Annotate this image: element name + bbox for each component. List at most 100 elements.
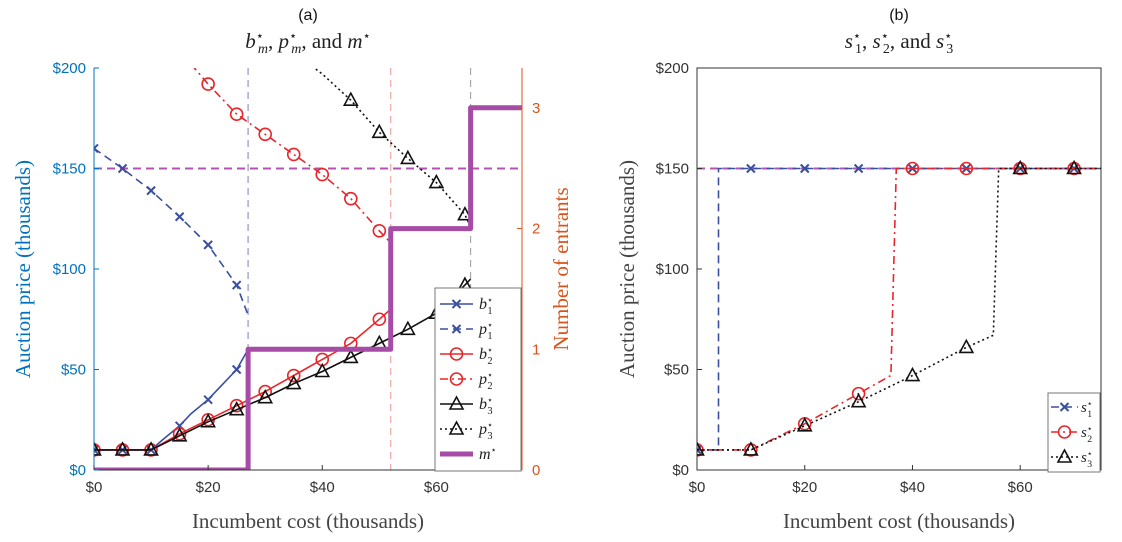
legend-label-b3: b⋆ 3: [479, 395, 493, 417]
marker-b1: [203, 394, 213, 405]
marker-b2: [286, 368, 301, 383]
legend-marker-p3: [448, 420, 465, 435]
y-tick-label-b: $150: [656, 161, 689, 178]
marker-s2: [851, 386, 866, 401]
y-tick-label-b: $200: [656, 60, 689, 77]
marker-s1: [853, 163, 864, 174]
legend-b: s⋆ 1 s⋆ 2 s⋆ 3: [1047, 392, 1101, 473]
y-left-tick-label-a: $200: [53, 60, 86, 77]
panel-label-a: (a): [298, 7, 318, 24]
marker-p2: [315, 167, 330, 182]
marker-p2: [286, 147, 301, 162]
legend-marker-s2: [1057, 425, 1072, 439]
legend-label-s3: s⋆ 3: [1081, 448, 1092, 470]
series-line-s3: [697, 167, 1101, 451]
marker-b3: [114, 441, 131, 456]
legend-marker-s3: [1056, 448, 1073, 463]
series-line-p1: [94, 147, 249, 316]
legend-marker-p2: [449, 372, 464, 386]
x-axis-label-a: Incumbent cost (thousands): [192, 509, 424, 533]
marker-b3: [371, 334, 388, 350]
y-left-tick-label-a: $100: [53, 261, 86, 278]
series-line-m: [94, 105, 522, 470]
x-tick-label-b: $0: [689, 479, 706, 496]
legend-label-p2: p⋆ 2: [478, 370, 493, 392]
panel-a-plot: [94, 68, 522, 470]
marker-p1: [174, 212, 185, 222]
marker-b3: [200, 413, 216, 428]
legend-label-p1: p⋆ 1: [478, 320, 493, 342]
marker-p3: [342, 91, 359, 106]
x-tick-label-b: $40: [900, 479, 925, 496]
legend-label-p3: p⋆ 3: [478, 420, 493, 442]
marker-b1: [231, 364, 242, 375]
marker-p2: [201, 77, 215, 91]
legend-marker-b1: [451, 299, 462, 309]
y-right-tick-label-a: 0: [532, 462, 540, 479]
marker-s3: [1066, 159, 1082, 175]
x-axis-label-b: Incumbent cost (thousands): [783, 509, 1015, 533]
legend-label-b1: b⋆ 1: [479, 295, 493, 317]
marker-b3: [314, 362, 331, 378]
y-axis-label-left-a: Auction price (thousands): [11, 160, 35, 378]
marker-p2: [343, 191, 358, 206]
series-line-p3: [313, 68, 472, 228]
legend-marker-p1: [451, 324, 462, 334]
marker-p1: [117, 163, 128, 174]
plot-frame-b: [696, 67, 1102, 471]
marker-s3: [1012, 159, 1029, 175]
marker-p3: [371, 123, 388, 139]
y-left-tick-label-a: $50: [61, 362, 86, 379]
marker-b3: [228, 401, 245, 416]
legend-a-box: [434, 287, 522, 472]
series-line-b1: [94, 349, 249, 451]
marker-s3: [958, 338, 975, 354]
marker-s3: [743, 441, 759, 456]
legend-label-m: m⋆: [479, 445, 497, 463]
series-line-s1: [697, 167, 1101, 451]
panel-a: $0 $20 $40 $60 $0 $50 $100 $150 $200 0 1 2 3 Incumben…: [11, 7, 573, 533]
legend-label-s2: s⋆ 2: [1081, 423, 1092, 445]
marker-b3: [171, 427, 188, 442]
y-tick-label-b: $0: [672, 462, 689, 479]
legend-marker-s1: [1059, 402, 1070, 412]
panel-b: $0 $20 $40 $60 $0 $50 $100 $150 $200 Incumbent co…: [615, 7, 1102, 533]
series-line-s2: [697, 167, 1101, 451]
marker-b2: [229, 398, 244, 413]
series-line-p2: [193, 68, 392, 244]
marker-s3: [904, 366, 921, 382]
legend-marker-b2: [449, 347, 464, 361]
y-right-tick-label-a: 2: [532, 221, 540, 238]
x-tick-label-b: $20: [792, 479, 817, 496]
marker-b3: [257, 388, 274, 404]
y-left-tick-label-a: $0: [69, 462, 86, 479]
chart-title-a: b⋆ m, p⋆ m, and m⋆: [245, 28, 370, 57]
chart-title-b: s⋆ 1, s⋆ 2, and s⋆ 3: [845, 28, 954, 57]
y-axis-label-b: Auction price (thousands): [615, 160, 639, 378]
marker-s3: [697, 441, 705, 456]
panel-label-b: (b): [889, 7, 909, 24]
marker-s2: [959, 161, 974, 176]
y-right-tick-label-a: 3: [532, 100, 540, 117]
marker-p1: [94, 143, 99, 154]
marker-b3: [143, 441, 159, 456]
marker-p1: [231, 280, 242, 290]
x-tick-label-a: $0: [86, 479, 103, 496]
marker-b3: [94, 441, 102, 456]
marker-p1: [203, 240, 213, 250]
marker-s3: [850, 392, 867, 408]
marker-b3: [400, 320, 416, 336]
marker-s3: [796, 417, 813, 432]
marker-p3: [428, 173, 445, 189]
x-tick-label-a: $20: [196, 479, 221, 496]
legend-a: b⋆ 1 p⋆ 1 b⋆ 2 p⋆ 2 b⋆ 3 p⋆ 3 m⋆: [434, 287, 522, 472]
legend-label-b2: b⋆ 2: [479, 345, 493, 367]
marker-b2: [372, 312, 387, 327]
marker-p2: [372, 224, 387, 238]
y-axis-label-right-a: Number of entrants: [549, 187, 573, 350]
y-tick-label-b: $50: [664, 362, 689, 379]
marker-b3: [285, 374, 302, 390]
series-line-b2: [94, 308, 392, 451]
